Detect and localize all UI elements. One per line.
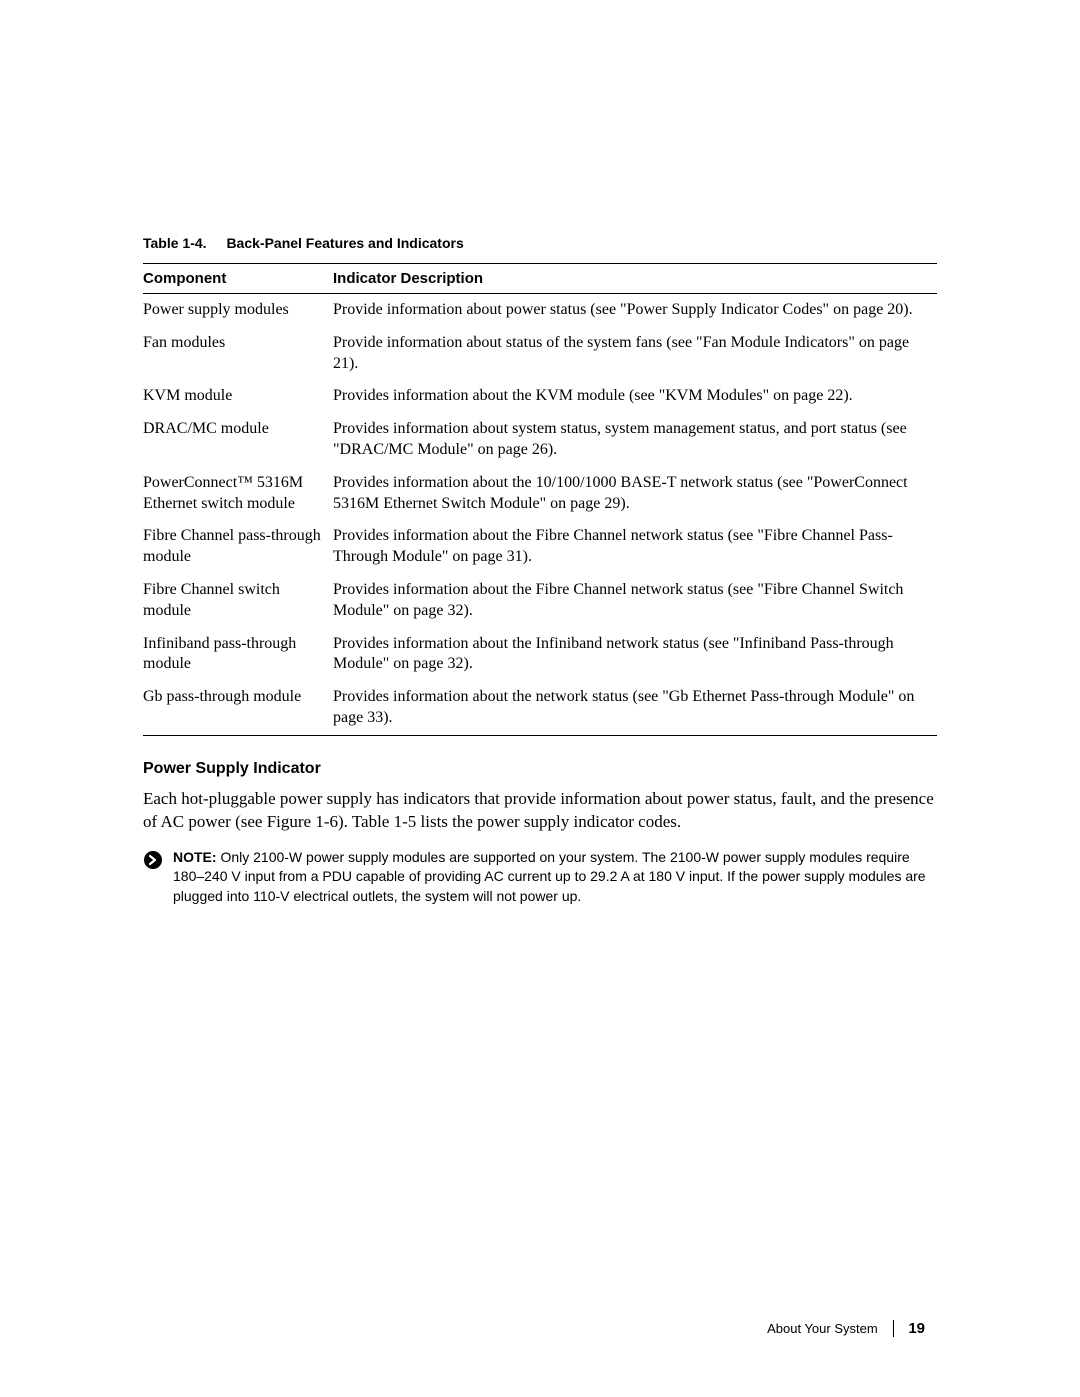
note-label: NOTE: [173,849,217,865]
table-row: PowerConnect™ 5316M Ethernet switch modu… [143,467,937,521]
footer-page-number: 19 [893,1320,925,1337]
table-cell-component: Infiniband pass-through module [143,628,333,682]
table-cell-component: Power supply modules [143,294,333,327]
table-row: Gb pass-through module Provides informat… [143,681,937,735]
feature-table: Component Indicator Description Power su… [143,263,937,736]
note-icon [143,850,163,875]
table-row: DRAC/MC module Provides information abou… [143,413,937,467]
table-row: Fibre Channel pass-through module Provid… [143,520,937,574]
table-cell-description: Provides information about the Fibre Cha… [333,520,937,574]
page-footer: About Your System 19 [767,1320,937,1337]
table-cell-description: Provide information about status of the … [333,327,937,381]
table-row: Fibre Channel switch module Provides inf… [143,574,937,628]
table-body: Power supply modules Provide information… [143,294,937,736]
table-cell-component: Gb pass-through module [143,681,333,735]
table-cell-description: Provide information about power status (… [333,294,937,327]
table-caption-number: Table 1-4. [143,235,207,251]
table-cell-component: Fibre Channel pass-through module [143,520,333,574]
table-cell-description: Provides information about the KVM modul… [333,380,937,413]
document-page: Table 1-4. Back-Panel Features and Indic… [0,0,1080,966]
table-cell-description: Provides information about the 10/100/10… [333,467,937,521]
table-caption: Table 1-4. Back-Panel Features and Indic… [143,235,937,251]
table-cell-component: DRAC/MC module [143,413,333,467]
note-block: NOTE: Only 2100-W power supply modules a… [143,848,937,907]
section-body-text: Each hot-pluggable power supply has indi… [143,788,937,834]
section-heading: Power Supply Indicator [143,760,937,778]
table-caption-title: Back-Panel Features and Indicators [226,235,463,251]
table-cell-description: Provides information about the Fibre Cha… [333,574,937,628]
footer-section-label: About Your System [767,1321,878,1336]
table-cell-component: KVM module [143,380,333,413]
table-row: Fan modules Provide information about st… [143,327,937,381]
table-header-description: Indicator Description [333,264,937,294]
table-header-component: Component [143,264,333,294]
table-cell-component: Fibre Channel switch module [143,574,333,628]
note-text: NOTE: Only 2100-W power supply modules a… [173,848,937,907]
table-row: Infiniband pass-through module Provides … [143,628,937,682]
note-body: Only 2100-W power supply modules are sup… [173,849,926,904]
table-cell-description: Provides information about the network s… [333,681,937,735]
table-cell-component: Fan modules [143,327,333,381]
table-row: KVM module Provides information about th… [143,380,937,413]
table-cell-description: Provides information about system status… [333,413,937,467]
table-cell-component: PowerConnect™ 5316M Ethernet switch modu… [143,467,333,521]
table-cell-description: Provides information about the Infiniban… [333,628,937,682]
table-row: Power supply modules Provide information… [143,294,937,327]
